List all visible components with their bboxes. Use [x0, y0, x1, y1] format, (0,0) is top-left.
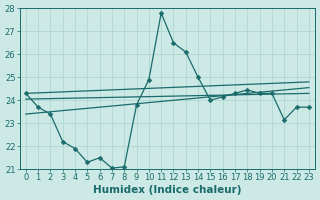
X-axis label: Humidex (Indice chaleur): Humidex (Indice chaleur): [93, 185, 242, 195]
